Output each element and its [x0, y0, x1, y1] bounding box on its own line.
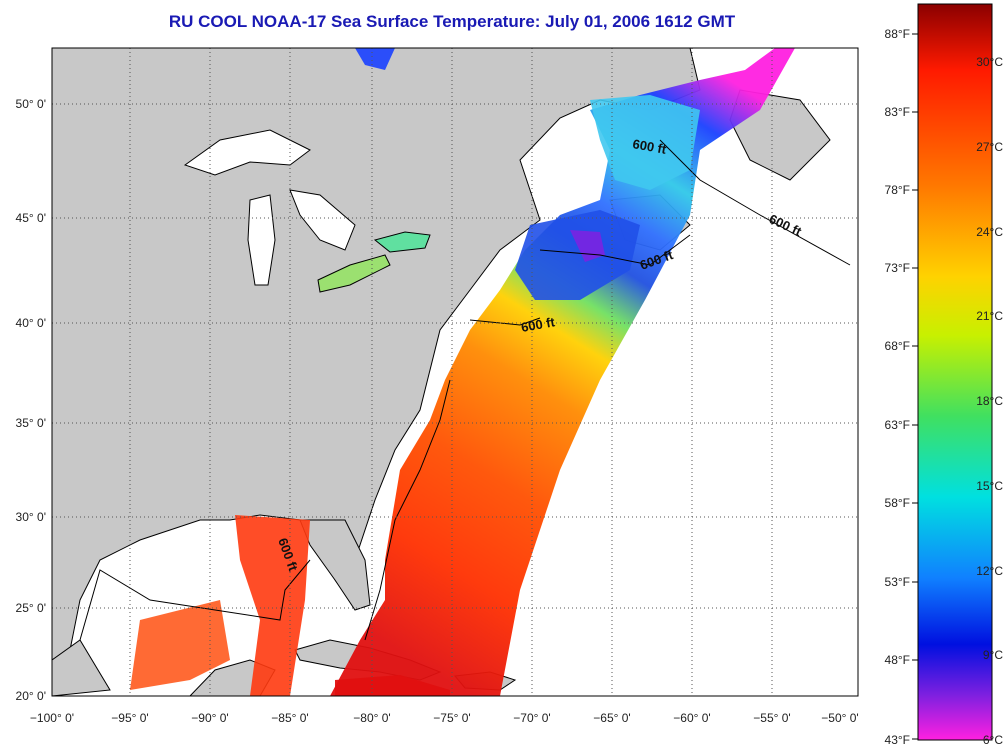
map-title: RU COOL NOAA-17 Sea Surface Temperature:… [168, 12, 736, 31]
celsius-label: 12°C [976, 564, 1003, 578]
fahrenheit-label: 78°F [885, 183, 910, 197]
fahrenheit-label: 68°F [885, 339, 910, 353]
sst-swath [330, 48, 795, 696]
lat-tick: 40° 0' [16, 316, 46, 330]
lon-tick: −70° 0' [513, 711, 550, 725]
fahrenheit-label: 73°F [885, 261, 910, 275]
lon-tick: −50° 0' [821, 711, 858, 725]
lon-tick: −55° 0' [753, 711, 790, 725]
land-mexico [52, 639, 111, 696]
fahrenheit-label: 83°F [885, 105, 910, 119]
sst-gulf-of-maine [515, 210, 640, 300]
sst-caribbean [335, 675, 450, 696]
lat-tick: 25° 0' [16, 601, 46, 615]
fahrenheit-label: 43°F [885, 733, 910, 747]
sst-labrador-blue [355, 48, 395, 70]
lat-tick: 30° 0' [16, 510, 46, 524]
colorbar [917, 3, 993, 741]
colorbar-celsius-labels: 30°C 27°C 24°C 21°C 18°C 15°C 12°C 9°C 6… [976, 55, 1003, 747]
fahrenheit-label: 58°F [885, 496, 910, 510]
sst-gulf-mexico-east [235, 515, 310, 696]
contour-label: 600 ft [520, 314, 557, 335]
map-frame [51, 47, 859, 697]
colorbar-ticks [912, 33, 918, 740]
lon-tick: −60° 0' [673, 711, 710, 725]
lat-tick: 20° 0' [16, 689, 46, 703]
graticule [52, 48, 858, 696]
lon-tick: −65° 0' [593, 711, 630, 725]
fahrenheit-label: 88°F [885, 27, 910, 41]
land-florida [299, 519, 371, 611]
fahrenheit-label: 53°F [885, 575, 910, 589]
sst-gulf-st-lawrence [590, 95, 700, 190]
lon-tick: −80° 0' [353, 711, 390, 725]
celsius-label: 18°C [976, 394, 1003, 408]
celsius-label: 24°C [976, 225, 1003, 239]
sst-purple-patch [570, 230, 605, 262]
lat-tick: 35° 0' [16, 416, 46, 430]
lat-tick: 50° 0' [16, 97, 46, 111]
lake-ontario [373, 231, 431, 253]
lon-tick: −100° 0' [30, 711, 74, 725]
longitude-ticks: −100° 0' −95° 0' −90° 0' −85° 0' −80° 0'… [30, 711, 859, 725]
latitude-ticks: 20° 0' 25° 0' 30° 0' 35° 0' 40° 0' 45° 0… [16, 97, 46, 703]
celsius-label: 27°C [976, 140, 1003, 154]
bathymetry-contour-600ft [79, 139, 851, 641]
lon-tick: −90° 0' [191, 711, 228, 725]
colorbar-fahrenheit-labels: 88°F 83°F 78°F 73°F 68°F 63°F 58°F 53°F … [885, 27, 910, 747]
contour-label: 600 ft [631, 136, 668, 157]
celsius-label: 21°C [976, 309, 1003, 323]
lon-tick: −85° 0' [271, 711, 308, 725]
celsius-label: 15°C [976, 479, 1003, 493]
lon-tick: −75° 0' [433, 711, 470, 725]
sst-gulf-mexico-west [130, 600, 230, 690]
lat-tick: 45° 0' [16, 211, 46, 225]
land-north-america [52, 48, 701, 661]
lon-tick: −95° 0' [111, 711, 148, 725]
fahrenheit-label: 48°F [885, 653, 910, 667]
celsius-label: 9°C [983, 648, 1003, 662]
celsius-label: 6°C [983, 733, 1003, 747]
celsius-label: 30°C [976, 55, 1003, 69]
fahrenheit-label: 63°F [885, 418, 910, 432]
lake-huron [289, 189, 356, 251]
lake-superior [183, 129, 311, 176]
